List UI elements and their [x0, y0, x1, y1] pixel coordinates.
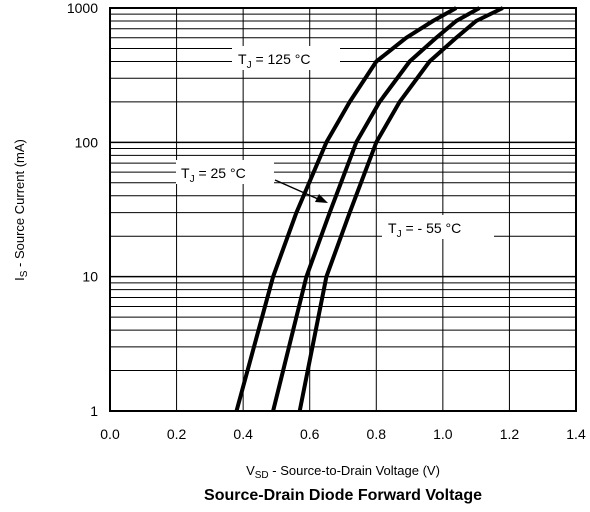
grid — [110, 8, 576, 411]
annotation-box — [176, 160, 274, 184]
x-tick-label: 0.8 — [367, 426, 387, 442]
annotation-box — [232, 46, 340, 70]
y-tick-label: 10 — [82, 269, 98, 285]
series-line-125c — [234, 6, 458, 412]
series-lines — [234, 6, 504, 412]
annotation-box — [382, 215, 494, 239]
x-axis-label: VSD - Source-to-Drain Voltage (V) — [246, 463, 440, 481]
plot-frame — [109, 7, 577, 412]
annotation-boxes — [176, 46, 494, 239]
chart-title: Source-Drain Diode Forward Voltage — [204, 487, 482, 504]
annotation-arrow-25c — [274, 179, 319, 200]
arrowhead-25c — [315, 194, 328, 203]
y-tick-label: 100 — [75, 134, 99, 150]
x-tick-label: 0.0 — [100, 426, 120, 442]
y-axis-label: IS - Source Current (mA) — [12, 139, 30, 281]
x-tick-label: 0.2 — [167, 426, 187, 442]
annotation-25c: TJ = 25 °C — [181, 165, 246, 185]
x-tick-label: 1.2 — [500, 426, 520, 442]
annotation-125c: TJ = 125 °C — [238, 51, 310, 71]
annotation-minus55c: TJ = - 55 °C — [388, 220, 461, 240]
series-line-minus55c — [297, 6, 504, 412]
x-tick-label: 1.0 — [433, 426, 453, 442]
x-tick-label: 1.4 — [566, 426, 586, 442]
x-tick-label: 0.4 — [233, 426, 253, 442]
y-tick-label: 1 — [90, 403, 98, 419]
x-tick-label: 0.6 — [300, 426, 320, 442]
series-line-25c — [271, 6, 481, 412]
tick-labels: 0.0 0.2 0.4 0.6 0.8 1.0 1.2 1.4 1 10 100 1000 — [67, 0, 586, 442]
y-tick-label: 1000 — [67, 0, 98, 16]
